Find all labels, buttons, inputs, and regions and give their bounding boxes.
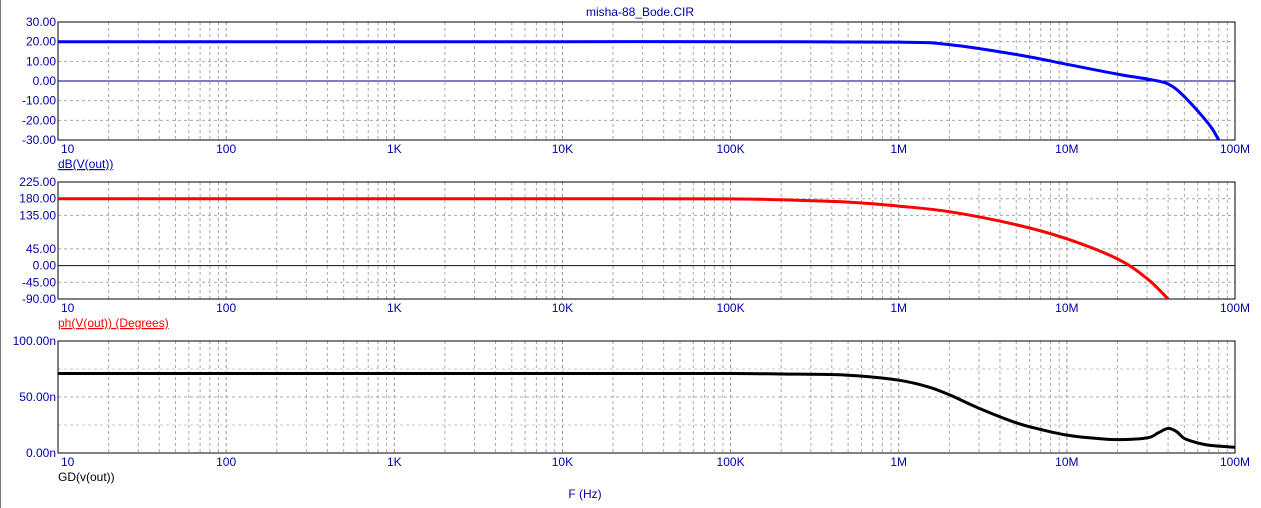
y-tick-label: 50.00n [19, 390, 56, 404]
series-line [58, 40, 1220, 140]
x-tick-label: 100 [216, 142, 236, 156]
x-tick-label: 1M [890, 142, 907, 156]
series-label: dB(V(out)) [58, 157, 113, 171]
x-axis-label: F (Hz) [568, 487, 601, 501]
series-label: GD(v(out)) [58, 470, 115, 484]
y-tick-label: 180.00 [19, 192, 56, 206]
x-tick-label: 100M [1220, 301, 1250, 315]
chart-title: misha-88_Bode.CIR [586, 5, 694, 19]
y-tick-label: 100.00n [13, 334, 56, 348]
series-line [58, 371, 1235, 449]
x-tick-label: 100K [717, 301, 745, 315]
window-left-edge [0, 0, 1, 508]
y-tick-label: 0.00 [33, 74, 57, 88]
x-tick-label: 10M [1055, 142, 1078, 156]
x-tick-label: 1M [890, 301, 907, 315]
y-tick-label: 20.00 [26, 35, 56, 49]
x-tick-label: 100 [216, 455, 236, 469]
series-line [58, 197, 1170, 299]
y-tick-label: -45.00 [22, 275, 56, 289]
plot-frame [57, 340, 1236, 454]
x-tick-label: 1M [890, 455, 907, 469]
x-tick-label: 10M [1055, 455, 1078, 469]
x-tick-label: 10 [61, 455, 75, 469]
x-tick-label: 100K [717, 142, 745, 156]
y-tick-label: 135.00 [19, 208, 56, 222]
y-tick-label: -90.00 [22, 292, 56, 306]
y-tick-label: 0.00n [26, 446, 56, 460]
y-tick-label: 30.00 [26, 15, 56, 29]
x-tick-label: 1K [387, 301, 402, 315]
y-tick-label: -30.00 [22, 133, 56, 147]
plot-frame [57, 21, 1236, 141]
y-tick-label: -10.00 [22, 94, 56, 108]
x-tick-label: 100M [1220, 455, 1250, 469]
x-tick-label: 10K [552, 301, 573, 315]
x-tick-label: 10K [552, 142, 573, 156]
y-tick-label: 10.00 [26, 54, 56, 68]
series-label: ph(V(out)) (Degrees) [58, 316, 169, 330]
y-tick-label: 45.00 [26, 242, 56, 256]
x-tick-label: 10M [1055, 301, 1078, 315]
x-tick-label: 10 [61, 301, 75, 315]
x-tick-label: 100 [216, 301, 236, 315]
x-tick-label: 100M [1220, 142, 1250, 156]
x-tick-label: 1K [387, 142, 402, 156]
x-tick-label: 100K [717, 455, 745, 469]
y-tick-label: 0.00 [33, 259, 57, 273]
x-tick-label: 1K [387, 455, 402, 469]
x-tick-label: 10K [552, 455, 573, 469]
y-tick-label: -20.00 [22, 113, 56, 127]
x-tick-label: 10 [61, 142, 75, 156]
plot-frame [57, 181, 1236, 300]
y-tick-label: 225.00 [19, 175, 56, 189]
